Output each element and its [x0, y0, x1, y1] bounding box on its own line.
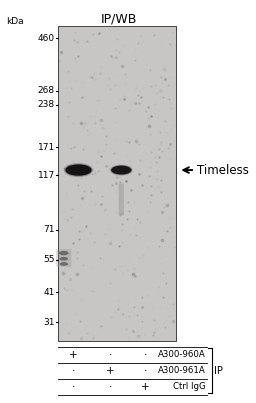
Text: 31: 31	[43, 318, 55, 327]
Ellipse shape	[66, 164, 92, 176]
Ellipse shape	[110, 164, 133, 176]
Ellipse shape	[65, 164, 92, 177]
FancyBboxPatch shape	[119, 184, 124, 215]
Text: ·: ·	[72, 382, 76, 392]
Text: ·: ·	[109, 382, 112, 392]
Ellipse shape	[63, 163, 93, 177]
Text: 55: 55	[43, 256, 55, 264]
Text: 268: 268	[38, 86, 55, 95]
Text: IP/WB: IP/WB	[101, 12, 137, 25]
Text: 460: 460	[38, 34, 55, 43]
Ellipse shape	[111, 166, 131, 174]
Ellipse shape	[111, 165, 132, 175]
Text: 71: 71	[43, 225, 55, 234]
Text: kDa: kDa	[6, 17, 24, 26]
Ellipse shape	[59, 257, 68, 261]
Text: 41: 41	[43, 288, 55, 297]
Text: 171: 171	[37, 143, 55, 152]
Text: +: +	[141, 382, 150, 392]
Ellipse shape	[60, 262, 68, 266]
Text: ·: ·	[72, 366, 76, 376]
Text: 117: 117	[37, 171, 55, 180]
Text: ·: ·	[143, 350, 147, 359]
FancyBboxPatch shape	[56, 249, 71, 267]
Text: IP: IP	[214, 366, 223, 376]
Text: ·: ·	[143, 366, 147, 376]
Text: Ctrl IgG: Ctrl IgG	[173, 382, 206, 391]
Text: 238: 238	[38, 100, 55, 109]
Text: A300-960A: A300-960A	[158, 350, 206, 359]
Bar	[58, 26, 176, 341]
Ellipse shape	[59, 251, 69, 256]
Text: +: +	[69, 350, 78, 359]
Text: ·: ·	[109, 350, 112, 359]
Text: Timeless: Timeless	[197, 164, 249, 177]
Text: A300-961A: A300-961A	[158, 366, 206, 375]
Text: +: +	[106, 366, 115, 376]
